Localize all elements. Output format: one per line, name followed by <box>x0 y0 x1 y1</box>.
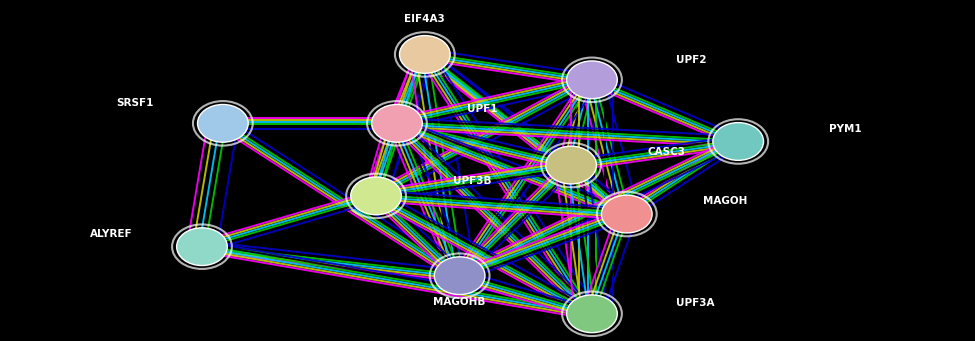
Ellipse shape <box>176 228 227 266</box>
Ellipse shape <box>434 257 485 295</box>
Ellipse shape <box>602 195 652 233</box>
Ellipse shape <box>713 123 763 160</box>
Text: ALYREF: ALYREF <box>90 229 133 239</box>
Ellipse shape <box>400 35 450 73</box>
Text: MAGOH: MAGOH <box>703 196 748 206</box>
Text: UPF3A: UPF3A <box>676 298 714 308</box>
Text: UPF1: UPF1 <box>467 104 497 114</box>
Ellipse shape <box>198 104 249 142</box>
Ellipse shape <box>566 61 617 99</box>
Text: UPF2: UPF2 <box>676 55 706 65</box>
Text: PYM1: PYM1 <box>829 124 861 134</box>
Ellipse shape <box>546 146 597 184</box>
Text: MAGOHB: MAGOHB <box>434 297 486 308</box>
Text: SRSF1: SRSF1 <box>116 99 153 108</box>
Ellipse shape <box>566 295 617 333</box>
Text: EIF4A3: EIF4A3 <box>405 14 446 24</box>
Text: CASC3: CASC3 <box>647 147 685 157</box>
Ellipse shape <box>371 104 422 142</box>
Ellipse shape <box>351 177 402 215</box>
Text: UPF3B: UPF3B <box>452 176 491 187</box>
